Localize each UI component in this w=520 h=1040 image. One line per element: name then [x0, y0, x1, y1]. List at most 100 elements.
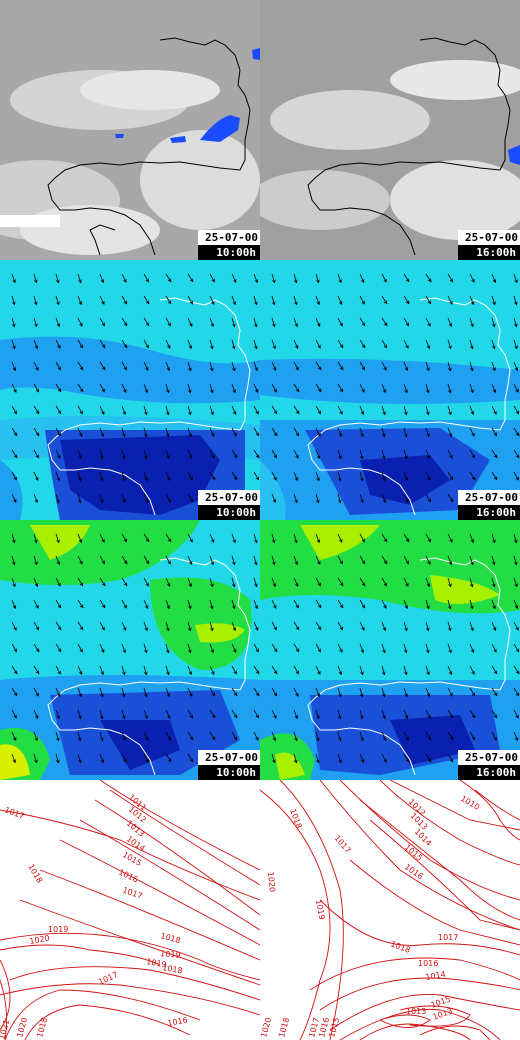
wind-arrow — [337, 643, 343, 653]
wind-arrowhead — [405, 498, 409, 503]
wind-arrowhead — [12, 561, 16, 566]
wind-arrow — [33, 599, 39, 609]
wind-arrow — [271, 577, 276, 587]
wind-arrow — [187, 427, 192, 437]
wind-arrow — [33, 427, 40, 436]
wind-arrowhead — [360, 671, 364, 676]
wind-arrowhead — [316, 715, 320, 720]
cloud-map-panel-1: 25-07-00 10:00h — [0, 0, 260, 260]
wind-arrowhead — [406, 300, 410, 305]
wind-arrow — [271, 753, 276, 763]
wind-arrow — [271, 555, 275, 565]
forecast-date: 25-07-00 — [458, 490, 520, 505]
wind-arrow — [77, 273, 82, 283]
wind-arrowhead — [56, 301, 60, 306]
wind-arrow — [381, 643, 386, 653]
wind-arrow — [359, 599, 365, 608]
wind-arrow — [121, 493, 126, 503]
wind-arrowhead — [492, 279, 497, 284]
wind-arrowhead — [210, 323, 214, 328]
wind-arrowhead — [34, 561, 38, 566]
wind-arrowhead — [79, 560, 83, 565]
wind-arrow — [143, 427, 147, 437]
wind-arrowhead — [470, 649, 475, 654]
wind-arrow — [491, 405, 497, 415]
wind-arrow — [271, 317, 275, 327]
wind-arrow — [231, 427, 237, 437]
wind-arrow — [403, 273, 410, 282]
wind-arrow — [425, 317, 431, 327]
wind-arrowhead — [382, 737, 387, 742]
wind-arrow — [469, 555, 474, 565]
wind-arrowhead — [167, 538, 172, 543]
wind-arrowhead — [428, 758, 432, 763]
wind-arrowhead — [122, 649, 126, 654]
wind-arrowhead — [233, 454, 238, 459]
wind-arrow — [77, 555, 83, 565]
wind-arrowhead — [254, 345, 258, 350]
wind-arrowhead — [166, 649, 170, 654]
wind-arrowhead — [317, 323, 321, 327]
wind-arrowhead — [13, 648, 18, 653]
wind-arrow — [513, 577, 518, 587]
wind-arrow — [447, 405, 452, 415]
wind-arrowhead — [338, 499, 342, 504]
wind-arrowhead — [254, 539, 258, 544]
wind-arrowhead — [338, 759, 342, 764]
wind-arrowhead — [294, 499, 298, 504]
wind-arrowhead — [78, 279, 82, 284]
wind-arrowhead — [100, 693, 104, 698]
wind-arrow — [77, 665, 83, 675]
wind-arrowhead — [255, 714, 260, 719]
wind-arrow — [315, 599, 322, 608]
wind-arrow — [231, 339, 235, 349]
wind-arrowhead — [449, 758, 454, 763]
wind-arrow — [447, 533, 453, 543]
forecast-hour: 16:00h — [458, 765, 520, 780]
isobar-map: 1018 1012 1010 1013 1014 1017 1015 1016 … — [260, 780, 520, 1040]
wind-arrow — [315, 731, 319, 741]
wind-arrow — [11, 405, 17, 414]
wind-arrow — [253, 405, 259, 415]
wind-arrowhead — [144, 693, 148, 698]
wind-arrow — [165, 533, 172, 542]
wind-arrowhead — [188, 345, 192, 350]
wind-arrow — [381, 577, 387, 586]
wind-arrow — [99, 273, 104, 283]
wind-arrow — [99, 621, 105, 631]
wind-arrow — [425, 687, 430, 697]
wind-arrow — [231, 273, 237, 283]
wind-arrow — [381, 317, 388, 326]
wind-arrow — [209, 665, 215, 675]
wind-arrowhead — [384, 322, 388, 327]
wind-arrow — [55, 339, 61, 349]
wind-arrow — [513, 449, 520, 458]
timestamp: 25-07-00 16:00h — [458, 750, 520, 780]
wind-arrowhead — [405, 560, 409, 565]
wind-arrowhead — [124, 560, 128, 565]
wind-arrowhead — [232, 323, 236, 328]
wind-arrow — [187, 555, 193, 565]
wind-arrow — [359, 383, 365, 393]
wind-arrowhead — [470, 411, 475, 416]
wind-arrow — [121, 577, 128, 586]
wind-arrowhead — [122, 477, 126, 482]
wind-arrowhead — [382, 499, 387, 504]
wind-arrow — [99, 361, 106, 370]
forecast-date: 25-07-00 — [198, 490, 260, 505]
wind-arrow — [337, 471, 341, 481]
wind-arrowhead — [78, 737, 82, 742]
wind-arrowhead — [492, 345, 496, 350]
wind-arrowhead — [492, 539, 496, 544]
wind-arrow — [381, 709, 386, 719]
wind-arrowhead — [232, 345, 236, 350]
wind-arrowhead — [57, 670, 61, 675]
wind-arrow — [271, 383, 277, 393]
wind-arrow — [121, 621, 127, 631]
wind-arrow — [315, 405, 321, 414]
wind-arrow — [11, 273, 16, 283]
wind-arrowhead — [122, 737, 126, 742]
wind-arrowhead — [449, 454, 453, 459]
wind-arrowhead — [123, 627, 127, 631]
wind-arrow — [33, 449, 39, 458]
